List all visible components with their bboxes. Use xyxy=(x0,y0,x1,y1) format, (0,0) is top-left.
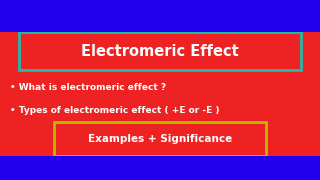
Text: Examples + Significance: Examples + Significance xyxy=(88,134,232,144)
FancyBboxPatch shape xyxy=(19,32,301,70)
Text: • Types of electromeric effect ( +E or -E ): • Types of electromeric effect ( +E or -… xyxy=(10,106,219,115)
Text: Electromeric Effect: Electromeric Effect xyxy=(81,44,239,59)
Text: • What is electromeric effect ?: • What is electromeric effect ? xyxy=(10,83,166,92)
FancyBboxPatch shape xyxy=(54,122,266,156)
Text: Bsc 1st year | Organic chemistry | Chapter : 1: Bsc 1st year | Organic chemistry | Chapt… xyxy=(47,164,273,173)
Text: Structure and Bonding : 07: Structure and Bonding : 07 xyxy=(70,9,250,22)
